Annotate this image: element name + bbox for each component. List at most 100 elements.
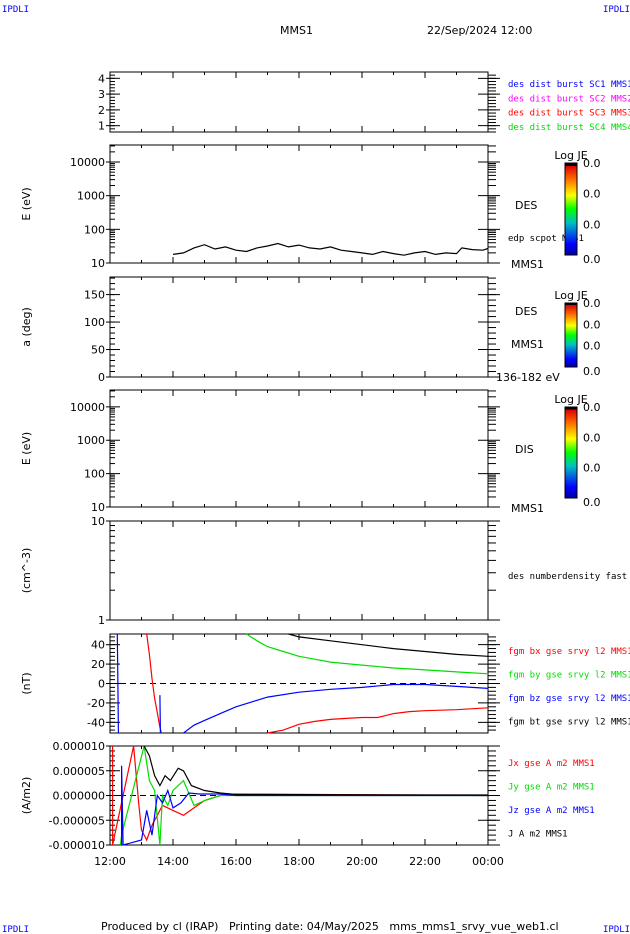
panel-label: 136-182 eV [496,371,560,384]
panel-fgm: -40 -20 0 20 40 (nT) fgm bx gse srvy l2 MMS1 fg… [20,633,630,734]
y-tick-label: 10 [91,515,105,528]
legend-entry: fgm by gse srvy l2 MMS1 [508,670,630,680]
colorbar [564,406,578,499]
legend-entry: des dist burst SC3 MMS3 [508,109,630,119]
y-axis-label: (cm^-3) [20,548,33,594]
y-tick-label: 50 [91,344,105,357]
panel-label: des numberdensity fast M [508,572,630,582]
y-axis-label: (nT) [20,672,33,694]
corner-label-bottom-right: IPDLI [603,925,630,934]
legend-entry: des dist burst SC1 MMS1 [508,80,630,90]
series-line-fgm-bz-gse-srvy-l2-mms1 [183,683,489,734]
y-tick-label: 0.000000 [53,790,106,803]
header-datetime: 22/Sep/2024 12:00 [427,24,532,37]
colorbar-value: 0.0 [583,431,601,444]
series-line-fgm-bx-gse-srvy-l2-mms1 [267,707,489,734]
colorbar-title: Log JE [554,289,587,302]
panel-label: DES [515,305,537,318]
y-tick-label: 10 [91,257,105,270]
panel-label: MMS1 [511,258,544,271]
colorbar-value: 0.0 [583,188,601,201]
legend-entry: fgm bt gse srvy l2 MMS1 [508,718,630,728]
series-line-fgm-bz-gse-srvy-l2-mms1 [159,695,161,734]
y-tick-label: 2 [98,104,105,117]
colorbar-value: 0.0 [583,401,601,414]
series-line-edp-scpot-mms1 [172,242,489,256]
y-tick-label: -0.000005 [49,814,105,827]
colorbar-value: 0.0 [583,318,601,331]
panel-frame [109,71,489,133]
y-tick-label: 1 [98,120,105,133]
series-line-jy-gse-a-m2-mms1 [119,745,488,846]
y-tick-label: 10 [91,501,105,514]
colorbar-value: 0.0 [583,462,601,475]
colorbar-value: 0.0 [583,253,601,266]
panel-label: MMS1 [511,502,544,515]
y-tick-label: 3 [98,88,105,101]
colorbar-value: 0.0 [583,365,601,378]
y-tick-label: 1 [98,614,105,627]
panel-label: edp scpot MMS1 [508,234,584,244]
time-tick-label: 00:00 [472,855,504,868]
y-tick-label: 0 [98,371,105,384]
panel-burst: 1 2 3 4 des dist burst SC1 MMS1 des dist burs… [98,71,630,133]
series-line-fgm-bt-gse-srvy-l2-mms1 [288,633,489,657]
series-line-jz-gse-a-m2-mms1 [120,765,488,846]
y-tick-label: 10000 [70,401,105,414]
y-axis-label: E (eV) [20,187,33,220]
panel-frame [109,520,489,621]
panel-label: MMS1 [511,338,544,351]
time-tick-label: 12:00 [94,855,126,868]
panel-density: 1 10 (cm^-3) des numberdensity fast M [20,515,630,627]
panel-label: DIS [515,443,534,456]
colorbar-value: 0.0 [583,157,601,170]
legend-entry: Jy gse A m2 MMS1 [508,782,595,792]
y-tick-label: 1000 [77,190,105,203]
legend-entry: fgm bz gse srvy l2 MMS1 [508,694,630,704]
y-tick-label: 100 [84,468,105,481]
series-line-j-a-m2-mms1 [143,745,489,796]
colorbar [564,162,578,256]
y-tick-label: 4 [98,72,105,85]
panel-label: DES [515,199,537,212]
y-tick-label: 0.000010 [53,740,106,753]
legend-entry: Jz gse A m2 MMS1 [508,806,595,816]
legend-entry: Jx gse A m2 MMS1 [508,759,595,769]
panel-current: -0.000010 -0.000005 0.000000 0.000005 0.0000… [20,740,595,852]
panel-frame [109,276,489,378]
y-tick-label: 1000 [77,434,105,447]
y-tick-label: 0 [98,678,105,691]
legend-entry: des dist burst SC2 MMS2 [508,94,630,104]
colorbar-title: Log JE [554,393,587,406]
y-tick-label: 10000 [70,156,105,169]
y-tick-label: 100 [84,316,105,329]
y-tick-label: 20 [91,658,105,671]
y-axis-label: a (deg) [20,307,33,347]
panel-frame [109,389,489,508]
y-tick-label: 100 [84,223,105,236]
series-line-fgm-bz-gse-srvy-l2-mms1 [116,633,119,734]
corner-label-top-right: IPDLI [603,5,630,15]
legend-entry: J A m2 MMS1 [508,830,568,840]
time-tick-label: 22:00 [409,855,441,868]
series-line-fgm-by-gse-srvy-l2-mms1 [246,633,489,675]
y-tick-label: 40 [91,639,105,652]
colorbar-title: Log JE [554,149,587,162]
y-axis-label: E (eV) [20,432,33,465]
y-tick-label: -40 [87,716,105,729]
colorbar [564,302,578,368]
y-axis-label: (A/m2) [20,777,33,815]
corner-label-top-left: IPDLI [2,5,29,15]
colorbar-value: 0.0 [583,496,601,509]
time-tick-label: 16:00 [220,855,252,868]
time-tick-label: 20:00 [346,855,378,868]
colorbar-value: 0.0 [583,297,601,310]
corner-label-bottom-left: IPDLI [2,925,29,934]
y-tick-label: 0.000005 [53,765,106,778]
colorbar-value: 0.0 [583,218,601,231]
y-tick-label: 150 [84,289,105,302]
legend-entry: des dist burst SC4 MMS4 [508,123,630,133]
